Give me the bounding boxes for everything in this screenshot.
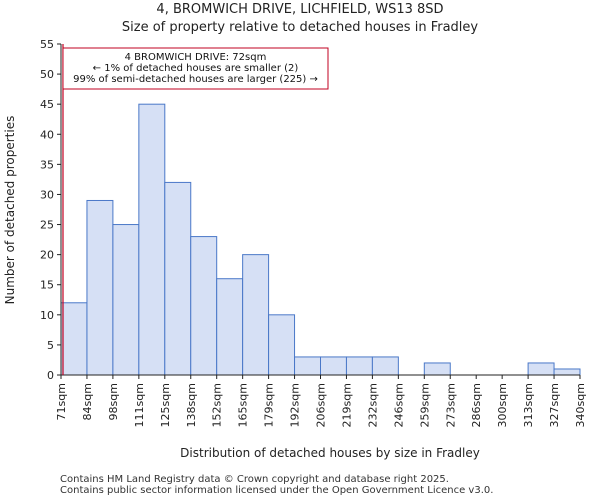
histogram-bar xyxy=(112,224,140,376)
x-tick-label: 219sqm xyxy=(340,383,353,427)
x-axis-label: Distribution of detached houses by size … xyxy=(180,446,480,460)
x-tick-label: 300sqm xyxy=(496,383,509,427)
y-tick-label: 50 xyxy=(40,68,54,81)
y-tick-label: 35 xyxy=(40,158,54,171)
y-tick-label: 20 xyxy=(40,249,54,262)
x-tick-label: 179sqm xyxy=(263,383,276,427)
x-tick-label: 232sqm xyxy=(366,383,379,427)
x-tick-label: 192sqm xyxy=(289,383,302,427)
y-tick-label: 15 xyxy=(40,279,54,292)
y-tick-label: 5 xyxy=(47,339,54,352)
histogram-bar xyxy=(60,302,88,376)
x-tick-label: 125sqm xyxy=(159,383,172,427)
x-tick-label: 152sqm xyxy=(211,383,224,427)
x-tick-label: 111sqm xyxy=(133,383,146,427)
footer-line-2: Contains public sector information licen… xyxy=(60,485,494,496)
histogram-bar xyxy=(294,356,321,376)
y-tick-label: 0 xyxy=(47,369,54,382)
x-tick-label: 273sqm xyxy=(444,383,457,427)
histogram-bar xyxy=(216,278,244,376)
x-tick-label: 327sqm xyxy=(548,383,561,427)
x-tick-label: 71sqm xyxy=(55,383,68,420)
histogram-bar xyxy=(190,236,218,376)
histogram-bar xyxy=(138,103,166,376)
histogram-bar xyxy=(320,356,347,376)
y-axis-label: Number of detached properties xyxy=(3,116,17,305)
histogram-bar xyxy=(345,356,373,376)
annotation-line: ← 1% of detached houses are smaller (2) xyxy=(93,63,299,74)
annotation-line: 99% of semi-detached houses are larger (… xyxy=(73,74,318,85)
x-tick-label: 313sqm xyxy=(522,383,535,427)
x-tick-label: 98sqm xyxy=(107,383,120,420)
histogram-bar xyxy=(527,362,555,376)
histogram-bar xyxy=(423,362,451,376)
y-tick-label: 10 xyxy=(40,309,54,322)
y-tick-label: 45 xyxy=(40,98,54,111)
histogram-bar xyxy=(371,356,399,376)
annotation-line: 4 BROMWICH DRIVE: 72sqm xyxy=(125,52,267,63)
y-tick-label: 55 xyxy=(40,38,54,51)
x-tick-label: 286sqm xyxy=(470,383,483,427)
histogram-bar xyxy=(553,368,581,376)
y-tick-label: 40 xyxy=(40,128,54,141)
x-tick-label: 246sqm xyxy=(392,383,405,427)
y-tick-label: 25 xyxy=(40,219,54,232)
y-tick-label: 30 xyxy=(40,188,54,201)
chart-title: 4, BROMWICH DRIVE, LICHFIELD, WS13 8SD xyxy=(156,2,444,17)
histogram-bar xyxy=(86,199,114,376)
x-tick-label: 259sqm xyxy=(418,383,431,427)
histogram-bar xyxy=(164,181,192,376)
x-tick-label: 340sqm xyxy=(574,383,587,427)
histogram-bar xyxy=(268,314,296,376)
footer-line-1: Contains HM Land Registry data © Crown c… xyxy=(60,474,449,485)
annotation-box xyxy=(62,47,329,90)
chart-subtitle: Size of property relative to detached ho… xyxy=(121,20,479,35)
x-tick-label: 138sqm xyxy=(185,383,198,427)
x-tick-label: 84sqm xyxy=(81,383,94,420)
x-tick-label: 206sqm xyxy=(315,383,328,427)
x-tick-label: 165sqm xyxy=(237,383,250,427)
histogram-bar xyxy=(242,254,270,376)
